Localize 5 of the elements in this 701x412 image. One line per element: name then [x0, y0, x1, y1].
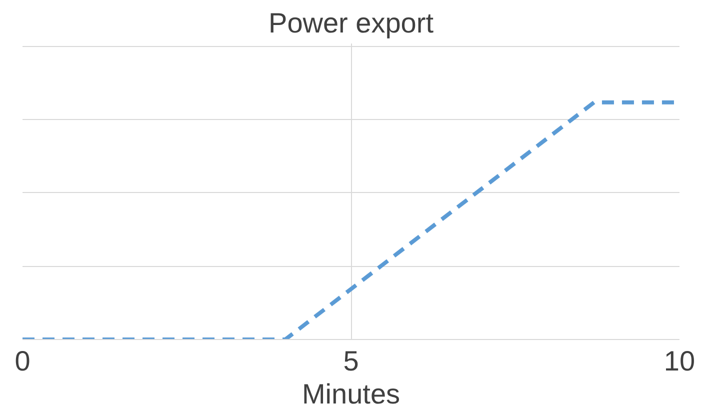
chart-title: Power export	[268, 8, 434, 38]
x-tick-label: 5	[343, 346, 359, 376]
x-tick-label: 0	[14, 346, 30, 376]
x-axis-title: Minutes	[302, 378, 400, 410]
x-tick-label: 10	[664, 346, 696, 376]
